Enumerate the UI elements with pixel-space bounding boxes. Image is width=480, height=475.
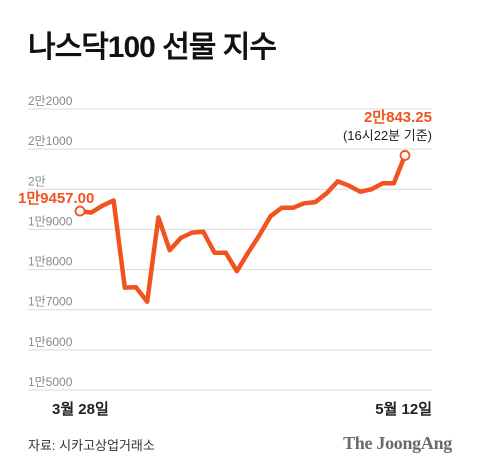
chart-title: 나스닥100 선물 지수 — [28, 31, 277, 64]
annotations: 1만9457.00 2만843.25 (16시22분 기준) — [18, 109, 432, 207]
series-line — [77, 153, 408, 304]
x-tick-labels: 3월 28일 5월 12일 — [52, 401, 432, 418]
y-tick-label: 1만6000 — [28, 335, 73, 349]
y-tick-label: 1만5000 — [28, 375, 73, 389]
x-tick-label-end: 5월 12일 — [375, 401, 432, 418]
y-tick-label: 1만8000 — [28, 255, 73, 269]
end-point — [399, 150, 411, 161]
series-line-path — [77, 153, 408, 304]
y-tick-label: 1만7000 — [28, 295, 73, 309]
end-value-label: 2만843.25 — [364, 109, 432, 126]
data-points — [74, 150, 411, 302]
start-point — [74, 205, 86, 217]
y-tick-label: 2만1000 — [28, 134, 73, 148]
brand-logo: The JoongAng — [343, 433, 452, 453]
source-note: 자료: 시카고상업거래소 — [28, 438, 155, 453]
y-tick-label: 1만9000 — [28, 214, 73, 228]
y-tick-label: 2만 — [28, 174, 46, 188]
start-value-label: 1만9457.00 — [18, 190, 94, 207]
x-tick-label-start: 3월 28일 — [52, 401, 109, 418]
end-time-note: (16시22분 기준) — [343, 128, 432, 143]
grid-lines — [28, 108, 432, 391]
y-tick-labels: 2만2000 2만1000 2만 1만9000 1만8000 1만7000 1만6000 1만… — [28, 94, 73, 389]
y-tick-label: 2만2000 — [28, 94, 73, 108]
